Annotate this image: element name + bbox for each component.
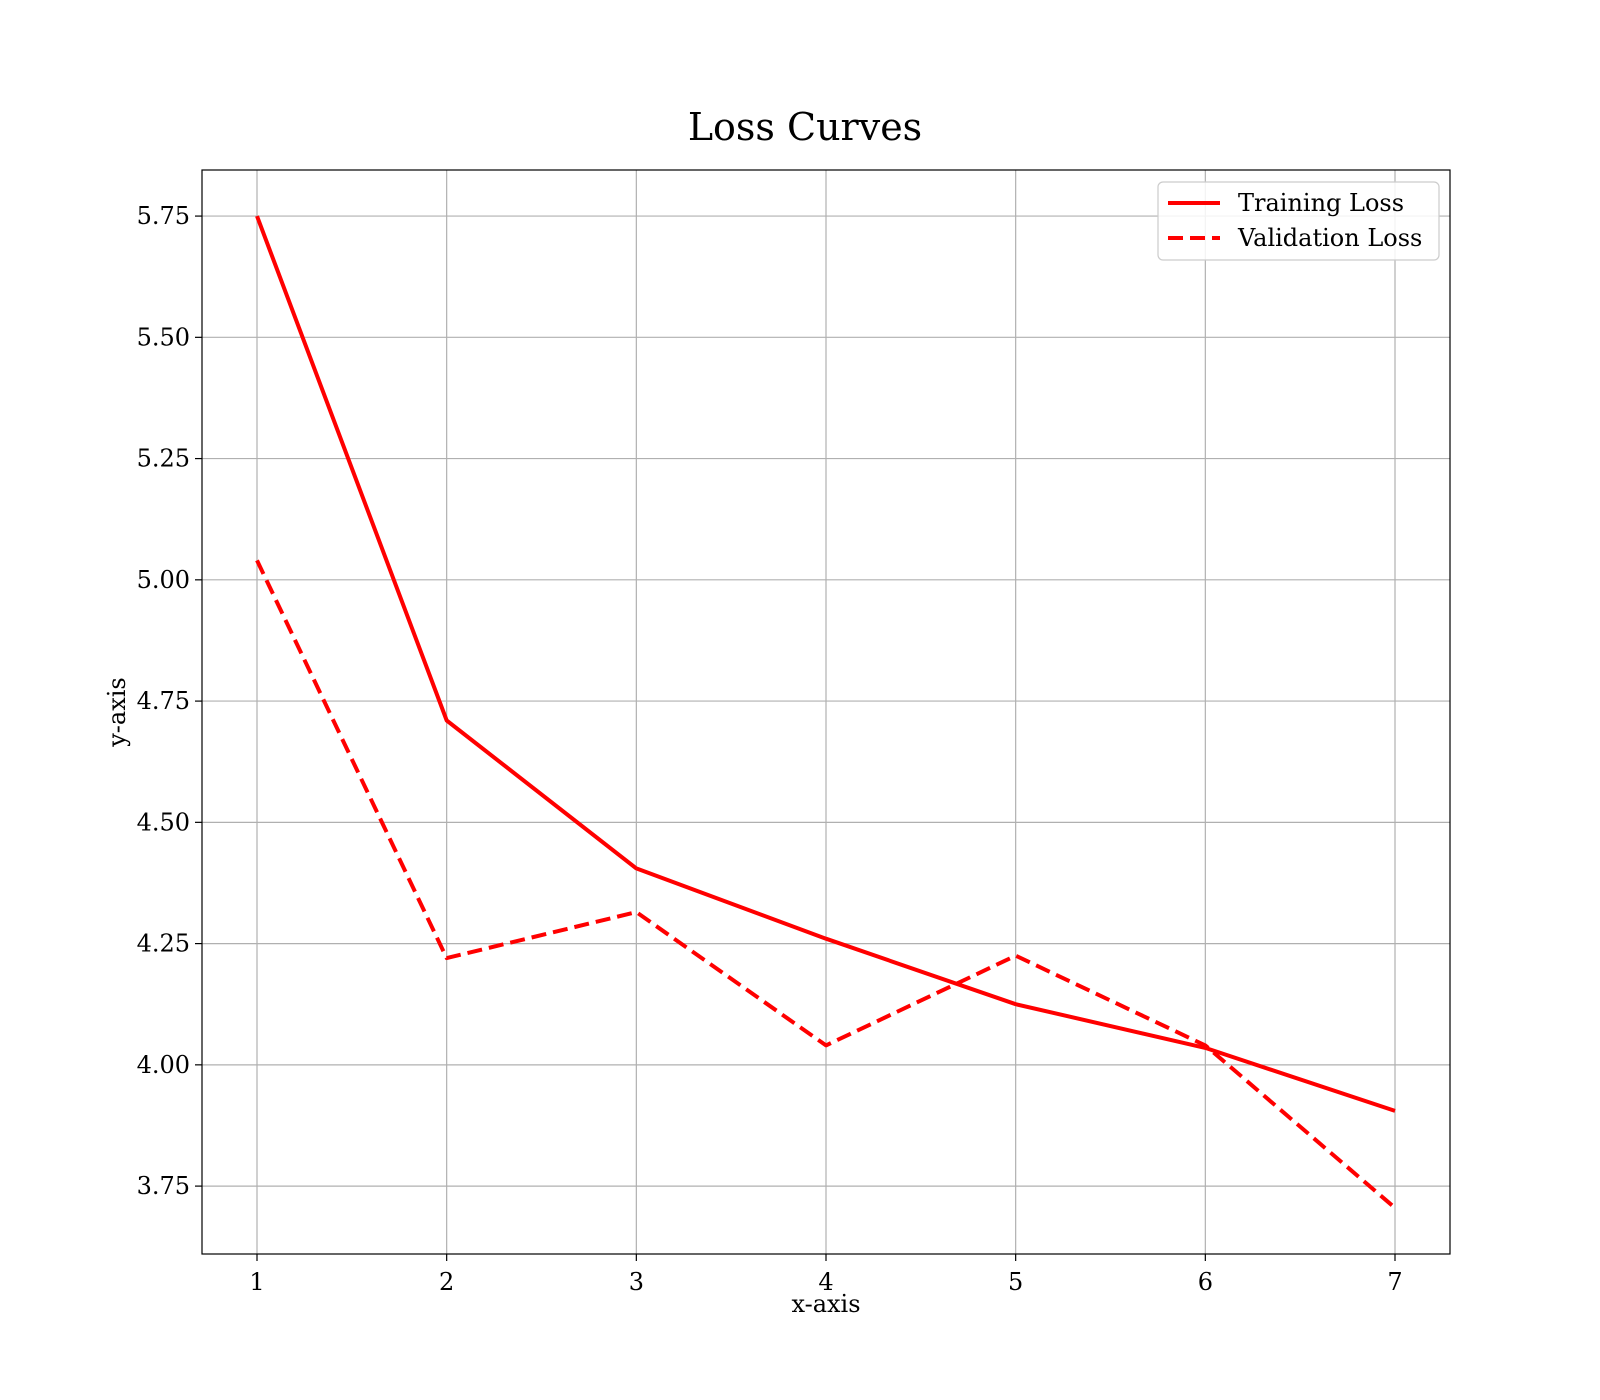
legend-label-1: Validation Loss (1237, 224, 1422, 252)
y-tick-label-8: 5.75 (137, 202, 190, 230)
tick-layer: 1 2 3 4 5 6 7 3.75 4.00 4.25 4.50 4.75 5.00 5.25 5.50 5… (137, 202, 1403, 1296)
legend: Training Loss Validation Loss (1157, 181, 1440, 261)
y-tick-label-6: 5.25 (137, 445, 190, 473)
legend-label-0: Training Loss (1238, 189, 1404, 217)
x-tick-label-1: 2 (439, 1268, 454, 1296)
x-axis-label: x-axis (791, 1290, 860, 1318)
grid-layer (202, 170, 1450, 1254)
y-tick-label-3: 4.50 (137, 808, 190, 836)
x-tick-label-5: 6 (1198, 1268, 1213, 1296)
chart-title: Loss Curves (688, 105, 922, 149)
y-axis-label: y-axis (103, 677, 131, 748)
x-tick-label-6: 7 (1387, 1268, 1402, 1296)
x-tick-label-0: 1 (249, 1268, 264, 1296)
series-line-1 (255, 559, 1397, 1210)
x-tick-label-3: 4 (818, 1268, 833, 1296)
y-tick-label-0: 3.75 (137, 1172, 190, 1200)
x-tick-label-2: 3 (629, 1268, 644, 1296)
y-tick-label-7: 5.50 (137, 323, 190, 351)
series-layer (255, 215, 1397, 1210)
y-tick-label-5: 5.00 (137, 566, 190, 594)
legend-box (1157, 181, 1440, 261)
x-tick-label-4: 5 (1008, 1268, 1023, 1296)
y-tick-label-2: 4.25 (137, 930, 190, 958)
y-tick-label-1: 4.00 (137, 1051, 190, 1079)
y-tick-label-4: 4.75 (137, 687, 190, 715)
